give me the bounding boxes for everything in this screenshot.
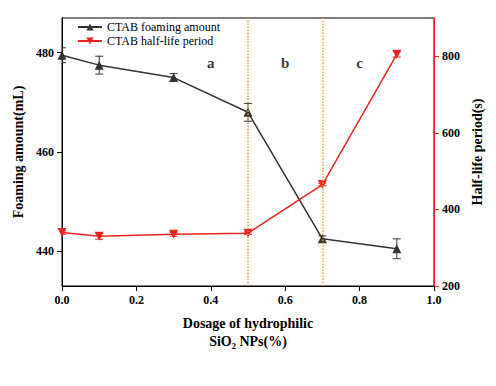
svg-text:0.4: 0.4 <box>203 293 218 307</box>
svg-text:a: a <box>207 55 215 71</box>
svg-text:SiO₂ NPs(%): SiO₂ NPs(%) <box>209 334 287 350</box>
svg-text:0.2: 0.2 <box>129 293 144 307</box>
svg-text:CTAB half-life period: CTAB half-life period <box>107 34 213 48</box>
svg-text:1.0: 1.0 <box>427 293 442 307</box>
svg-text:800: 800 <box>442 49 460 63</box>
svg-text:CTAB foaming amount: CTAB foaming amount <box>107 20 221 34</box>
svg-text:600: 600 <box>442 126 460 140</box>
svg-text:0.6: 0.6 <box>278 293 293 307</box>
svg-text:c: c <box>356 55 363 71</box>
svg-text:Half-life period(s): Half-life period(s) <box>470 98 486 205</box>
svg-text:0.0: 0.0 <box>55 293 70 307</box>
svg-text:200: 200 <box>442 279 460 293</box>
svg-text:480: 480 <box>36 46 54 60</box>
svg-text:Foaming amount(mL): Foaming amount(mL) <box>11 85 27 218</box>
svg-text:0.8: 0.8 <box>352 293 367 307</box>
svg-text:400: 400 <box>442 202 460 216</box>
svg-text:460: 460 <box>36 145 54 159</box>
svg-text:Dosage of hydrophilic: Dosage of hydrophilic <box>183 316 313 331</box>
svg-text:b: b <box>281 55 289 71</box>
svg-text:440: 440 <box>36 244 54 258</box>
